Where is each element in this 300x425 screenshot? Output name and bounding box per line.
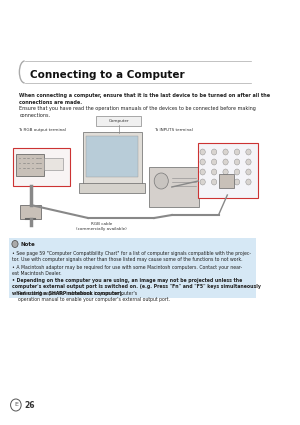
Circle shape (234, 159, 240, 165)
FancyBboxPatch shape (149, 167, 199, 207)
Circle shape (200, 149, 205, 155)
Circle shape (200, 179, 205, 185)
Circle shape (12, 241, 18, 247)
Circle shape (246, 169, 251, 175)
Text: • Depending on the computer you are using, an image may not be projected unless : • Depending on the computer you are usin… (12, 278, 261, 296)
Text: Refer to the specific instructions in your computer's
operation manual to enable: Refer to the specific instructions in yo… (18, 291, 170, 303)
Circle shape (200, 169, 205, 175)
Text: E: E (14, 402, 18, 408)
FancyBboxPatch shape (97, 116, 141, 125)
Circle shape (223, 179, 228, 185)
FancyBboxPatch shape (20, 205, 41, 219)
FancyBboxPatch shape (9, 238, 256, 298)
Circle shape (223, 159, 228, 165)
Text: 26: 26 (25, 400, 35, 410)
Text: To RGB output terminal: To RGB output terminal (18, 128, 65, 132)
FancyBboxPatch shape (44, 158, 63, 170)
Circle shape (246, 179, 251, 185)
Circle shape (246, 149, 251, 155)
Text: Ensure that you have read the operation manuals of the devices to be connected b: Ensure that you have read the operation … (20, 106, 256, 118)
Text: Computer: Computer (109, 119, 129, 123)
Circle shape (234, 179, 240, 185)
FancyBboxPatch shape (16, 154, 44, 176)
FancyBboxPatch shape (198, 143, 258, 198)
Circle shape (11, 399, 21, 411)
Text: Connecting to a Computer: Connecting to a Computer (30, 70, 184, 80)
Circle shape (223, 149, 228, 155)
Circle shape (154, 173, 168, 189)
Text: Note: Note (20, 241, 35, 246)
Text: To INPUTS terminal: To INPUTS terminal (154, 128, 193, 132)
Circle shape (234, 169, 240, 175)
Circle shape (246, 159, 251, 165)
Circle shape (234, 149, 240, 155)
Circle shape (223, 169, 228, 175)
Text: • See page 59 "Computer Compatibility Chart" for a list of computer signals comp: • See page 59 "Computer Compatibility Ch… (12, 251, 251, 262)
Circle shape (200, 159, 205, 165)
Text: • A Macintosh adaptor may be required for use with some Macintosh computers. Con: • A Macintosh adaptor may be required fo… (12, 265, 242, 276)
Circle shape (212, 149, 217, 155)
FancyBboxPatch shape (83, 132, 142, 184)
Text: RGB cable
(commercially available): RGB cable (commercially available) (76, 222, 127, 231)
FancyBboxPatch shape (13, 148, 70, 186)
Text: When connecting a computer, ensure that it is the last device to be turned on af: When connecting a computer, ensure that … (20, 93, 271, 105)
FancyBboxPatch shape (218, 174, 234, 188)
Circle shape (212, 169, 217, 175)
Circle shape (212, 159, 217, 165)
Circle shape (212, 179, 217, 185)
FancyBboxPatch shape (79, 183, 146, 193)
FancyBboxPatch shape (86, 136, 138, 177)
